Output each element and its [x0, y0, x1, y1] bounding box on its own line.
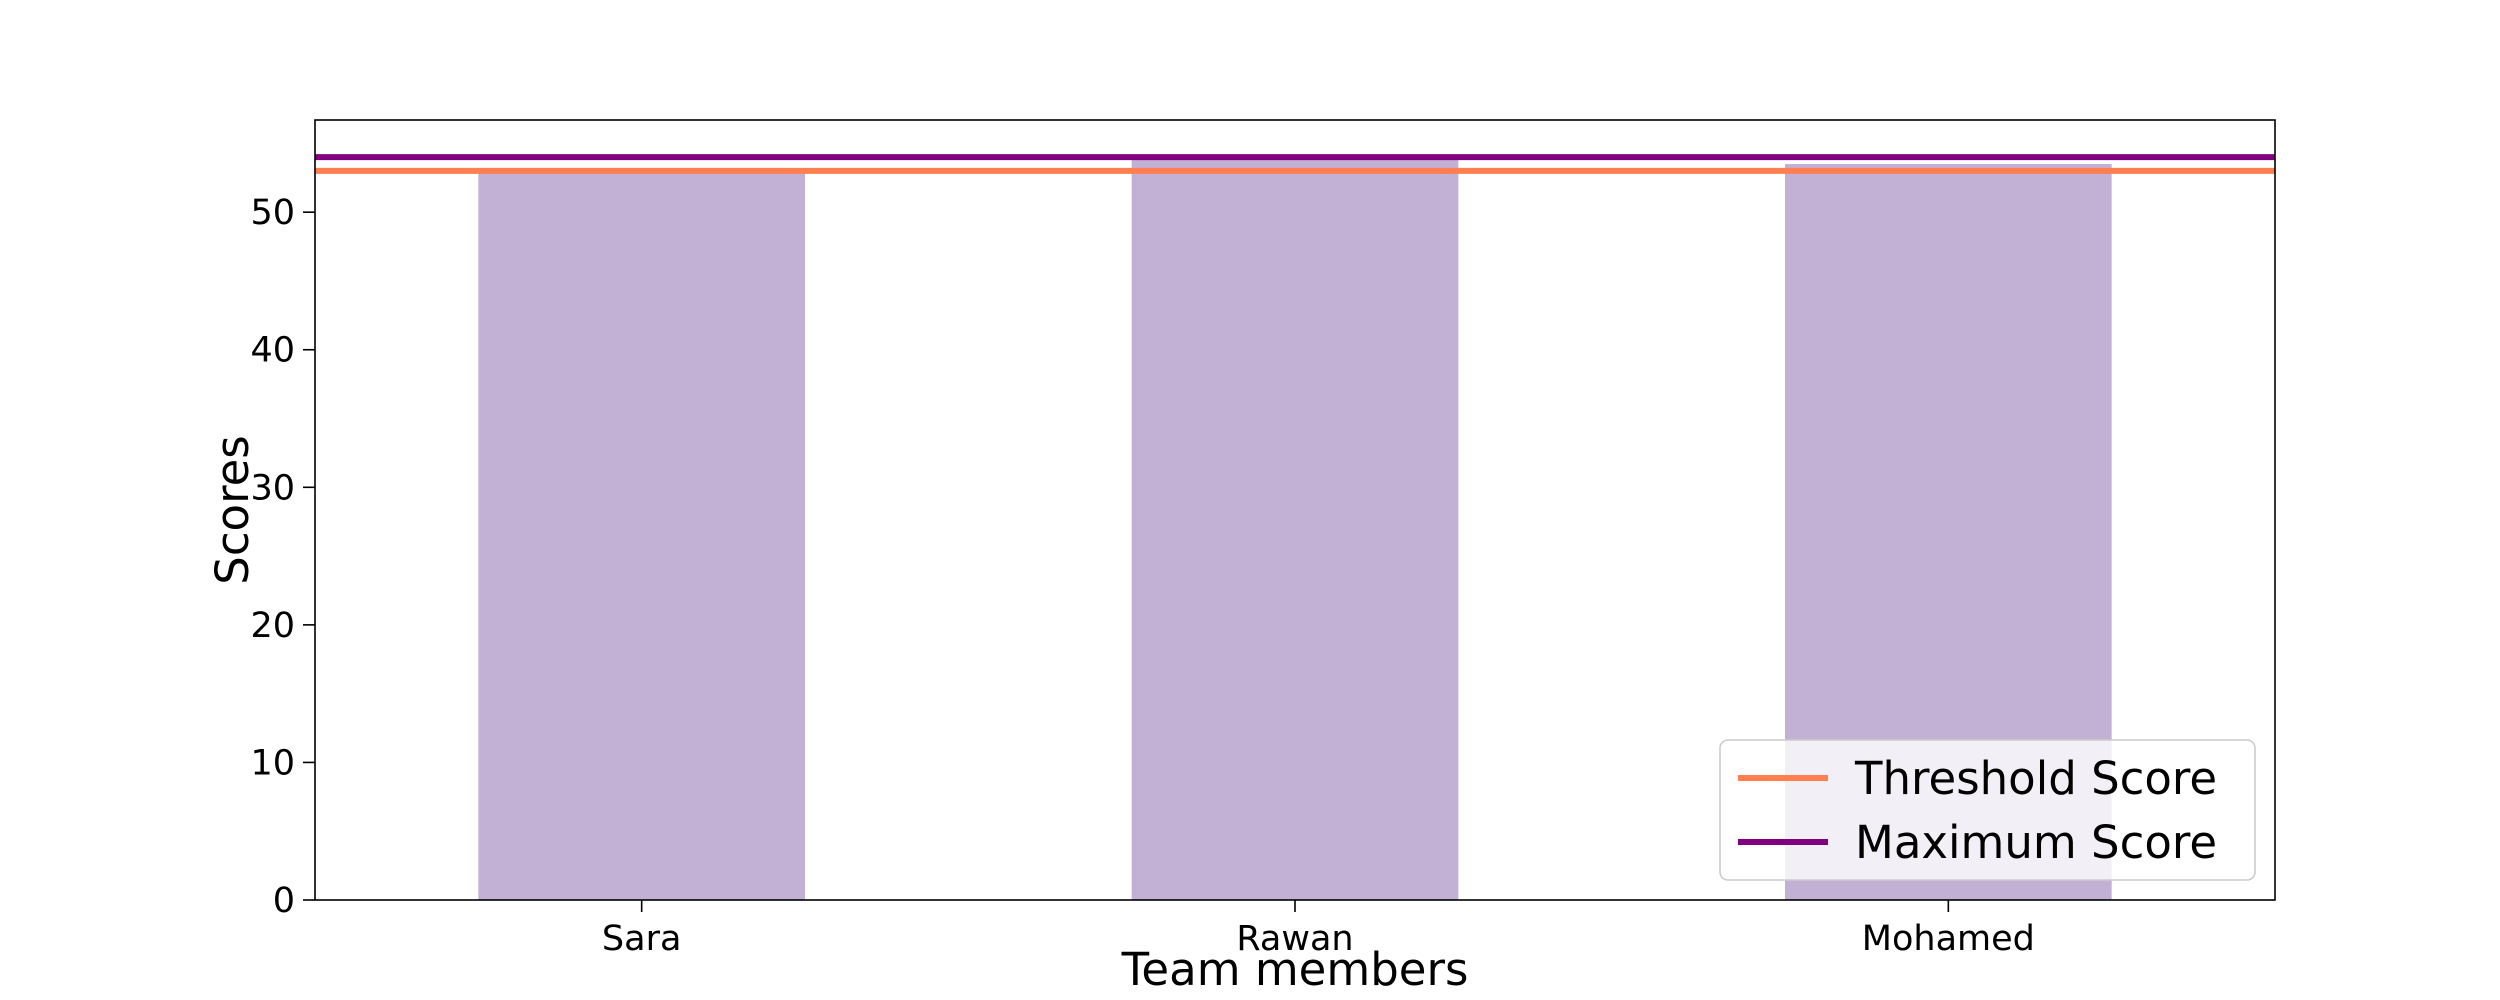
- y-axis-title: Scores: [206, 435, 259, 584]
- legend: Threshold Score Maximum Score: [1719, 739, 2256, 881]
- x-tick-label: Rawan: [1236, 919, 1353, 959]
- legend-box: [1719, 739, 2256, 881]
- y-tick-label: 20: [250, 606, 295, 646]
- bar-sara: [478, 170, 805, 900]
- legend-label: Threshold Score: [1854, 752, 2217, 805]
- x-axis-title: Team members: [1121, 943, 1469, 996]
- y-tick-label: 40: [250, 331, 295, 371]
- y-tick-label: 50: [250, 193, 295, 233]
- bar-rawan: [1131, 157, 1459, 901]
- y-axis: 0 10 20 30 40 50: [250, 193, 315, 921]
- x-tick-label: Mohamed: [1862, 919, 2035, 959]
- y-tick-label: 30: [250, 468, 295, 508]
- legend-label: Maximum Score: [1855, 816, 2217, 869]
- y-tick-label: 10: [250, 743, 295, 783]
- reference-lines-layer: [315, 154, 2275, 174]
- x-axis: Sara Rawan Mohamed: [602, 900, 2035, 959]
- y-tick-label: 0: [273, 881, 295, 921]
- x-tick-label: Sara: [602, 919, 682, 959]
